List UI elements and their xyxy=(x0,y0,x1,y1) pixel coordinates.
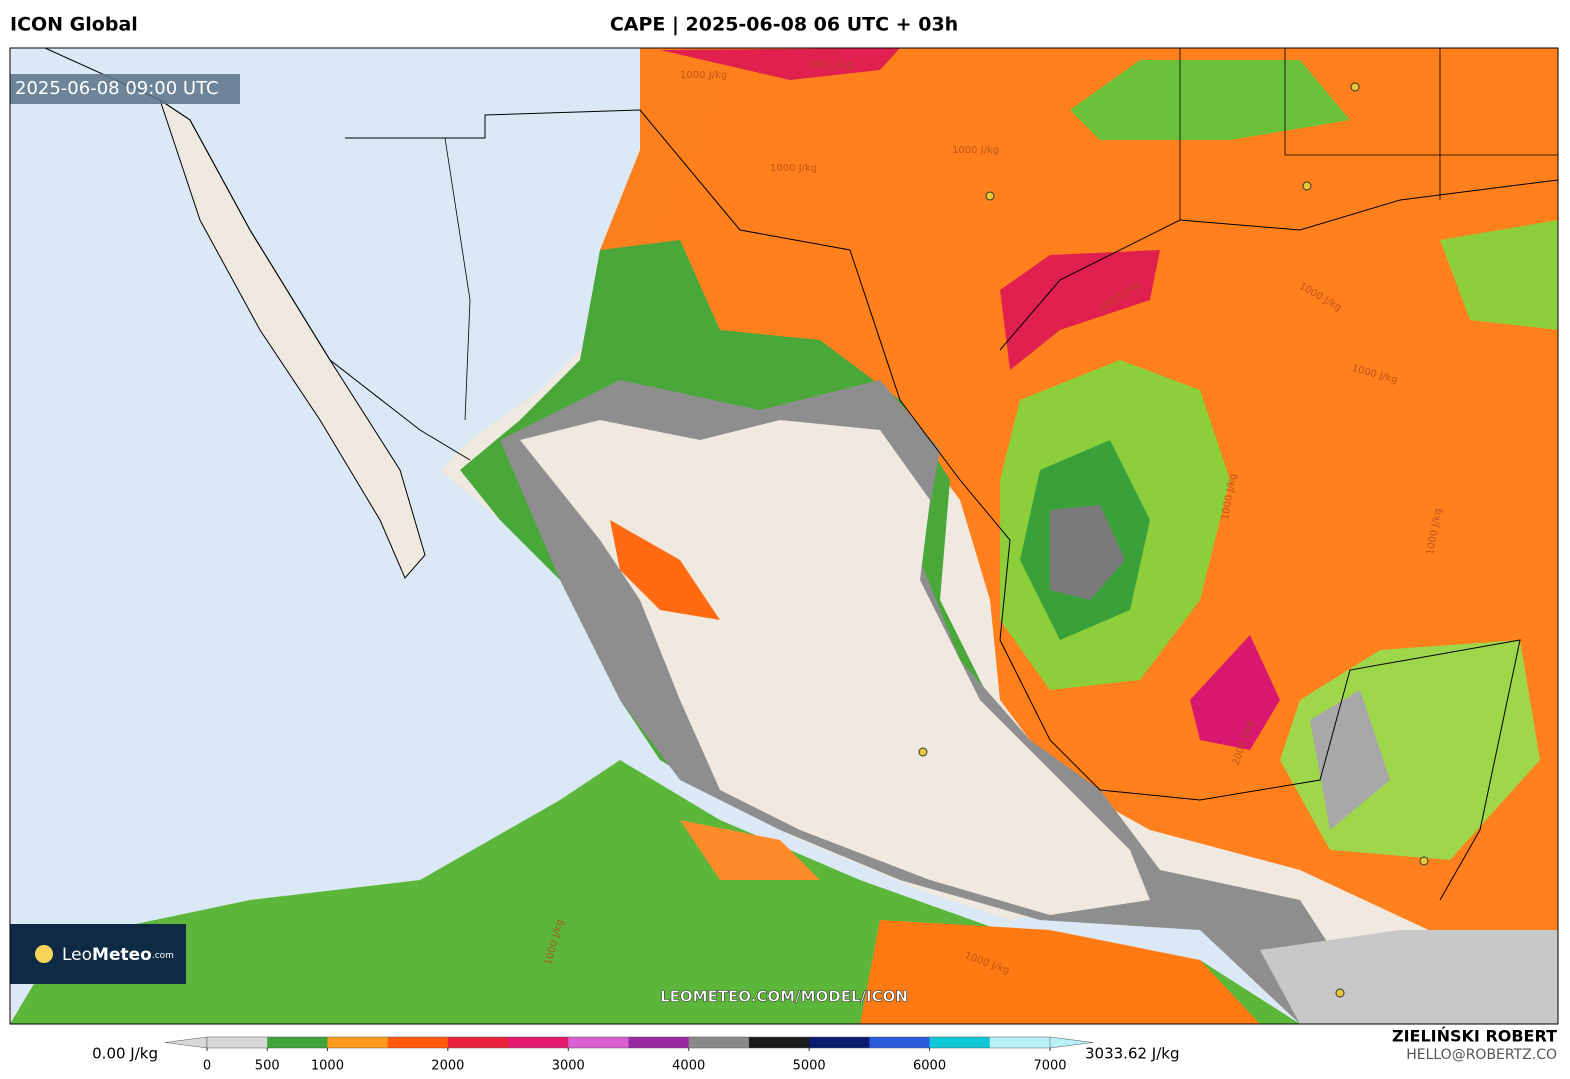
colorbar-band xyxy=(688,1037,750,1048)
model-name: ICON Global xyxy=(10,14,138,36)
colorbar-tick-label: 7000 xyxy=(1033,1059,1066,1074)
map-title: CAPE | 2025-06-08 06 UTC + 03h xyxy=(610,14,958,36)
colorbar-band xyxy=(929,1037,991,1048)
colorbar-frame xyxy=(206,1036,1051,1049)
colorbar-band xyxy=(508,1037,569,1048)
valid-time: 2025-06-08 09:00 UTC xyxy=(15,78,219,99)
colorbar-band xyxy=(989,1037,1051,1048)
colorbar-tick-label: 4000 xyxy=(672,1059,705,1074)
logo-text: Leo xyxy=(62,945,92,965)
colorbar-band xyxy=(568,1037,629,1048)
colorbar-tick-label: 3000 xyxy=(552,1059,585,1074)
colorbar-band xyxy=(628,1037,690,1048)
colorbar-tick-label: 0 xyxy=(203,1059,211,1074)
logo: LeoMeteo.com xyxy=(62,945,174,965)
email: HELLO@ROBERTZ.CO xyxy=(1406,1047,1557,1063)
contour-label: 1000 J/kg xyxy=(680,70,727,81)
logo-text: .com xyxy=(152,951,174,961)
colorbar-band xyxy=(748,1037,810,1048)
contour-label: 1000 J/kg xyxy=(770,163,817,174)
colorbar-band xyxy=(387,1037,449,1048)
colorbar-tick-label: 5000 xyxy=(793,1059,826,1074)
colorbar-band xyxy=(267,1037,328,1048)
logo-text: Meteo xyxy=(92,945,152,965)
colorbar-max: 3033.62 J/kg xyxy=(1085,1045,1179,1063)
map: 1000 J/kg 1000 J/kg 1000 J/kg 2000 J/kg … xyxy=(10,48,1558,1024)
author: ZIELIŃSKI ROBERT xyxy=(1392,1027,1557,1046)
colorbar: 0 500 1000 2000 3000 4000 5000 6000 7000 xyxy=(164,1036,1094,1074)
colorbar-tick-label: 6000 xyxy=(913,1059,946,1074)
colorbar-tick-label: 1000 xyxy=(311,1059,344,1074)
colorbar-tick-label: 500 xyxy=(255,1059,280,1074)
watermark: LEOMETEO.COM/MODEL/ICON xyxy=(660,988,908,1006)
colorbar-band xyxy=(327,1037,389,1048)
colorbar-band xyxy=(869,1037,931,1048)
contour-label: 1000 J/kg xyxy=(952,145,999,156)
contour-label: 2000 J/kg xyxy=(806,60,853,71)
colorbar-tick-label: 2000 xyxy=(431,1059,464,1074)
colorbar-band xyxy=(207,1037,268,1048)
colorbar-min: 0.00 J/kg xyxy=(92,1045,158,1063)
colorbar-band xyxy=(447,1037,509,1048)
colorbar-band xyxy=(809,1037,870,1048)
colorbar-extend xyxy=(164,1036,208,1049)
